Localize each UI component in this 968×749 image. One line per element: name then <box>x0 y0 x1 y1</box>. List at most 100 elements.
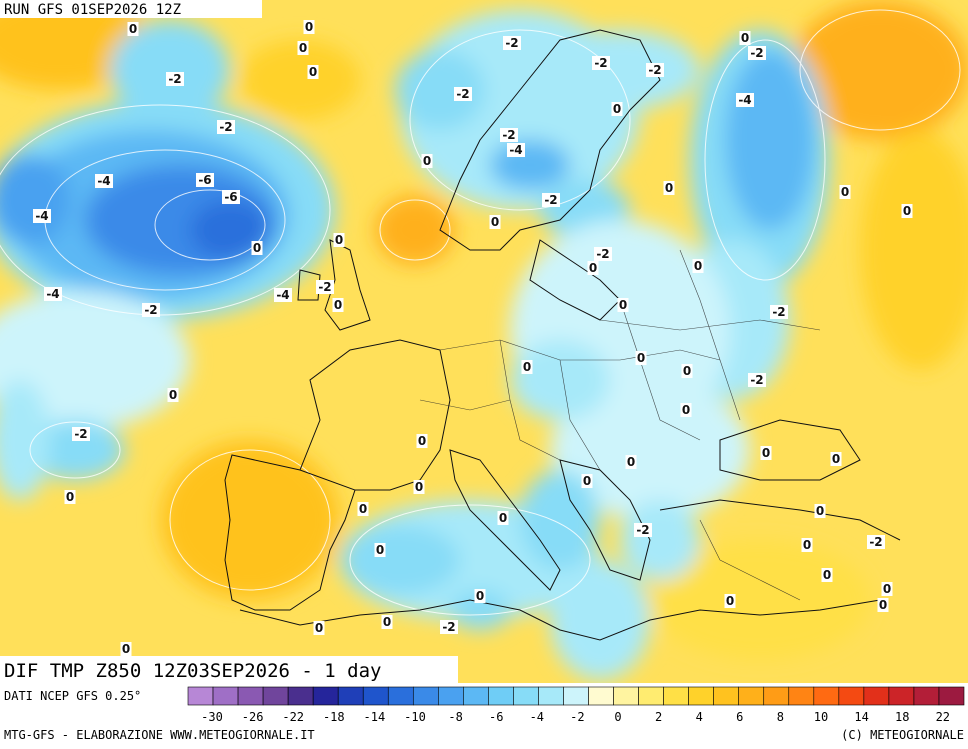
contour-label: 0 <box>814 504 826 518</box>
svg-text:0: 0 <box>499 511 507 525</box>
color-scale-tick: -8 <box>448 710 462 724</box>
color-swatch <box>362 686 389 706</box>
contour-label: -4 <box>33 209 51 223</box>
contour-label: 0 <box>739 31 751 45</box>
map-title-box <box>0 656 458 683</box>
contour-label: -2 <box>503 36 521 50</box>
color-swatch <box>463 686 489 706</box>
temperature-anomaly-map: 0 0 -2 0 0 -2 -2 -2 0 -2 -2 -4 0 -2 -2 -4 -4 -6 -4 -6 0 0 0 0 -4… <box>0 0 968 683</box>
color-scale-tick: -30 <box>201 710 223 724</box>
contour-label: 0 <box>625 455 637 469</box>
svg-text:0: 0 <box>665 181 673 195</box>
svg-text:-2: -2 <box>869 535 882 549</box>
contour-label: 0 <box>127 22 139 36</box>
contour-label: -2 <box>72 427 90 441</box>
color-swatch <box>613 686 639 706</box>
contour-label: -2 <box>646 63 664 77</box>
color-scale-tick: 4 <box>696 710 703 724</box>
anomaly-field <box>0 0 968 680</box>
contour-label: 0 <box>881 582 893 596</box>
svg-text:0: 0 <box>589 261 597 275</box>
svg-text:-2: -2 <box>648 63 661 77</box>
color-scale-tick: 22 <box>936 710 950 724</box>
color-swatch <box>888 686 915 706</box>
credit-right: (C) METEOGIORNALE <box>841 728 964 742</box>
svg-text:0: 0 <box>741 31 749 45</box>
svg-text:-2: -2 <box>318 280 331 294</box>
color-swatch <box>588 686 614 706</box>
svg-text:-2: -2 <box>544 193 557 207</box>
svg-text:-2: -2 <box>144 303 157 317</box>
contour-label: 0 <box>413 480 425 494</box>
color-scale-tick: 2 <box>655 710 662 724</box>
svg-text:-2: -2 <box>594 56 607 70</box>
contour-label: -2 <box>217 120 235 134</box>
svg-text:-2: -2 <box>750 46 763 60</box>
contour-label: -4 <box>44 287 62 301</box>
contour-label: -4 <box>507 143 525 157</box>
contour-label: -2 <box>500 128 518 142</box>
contour-label: -4 <box>736 93 754 107</box>
contour-label: -2 <box>592 56 610 70</box>
color-scale-tick: -22 <box>282 710 304 724</box>
contour-label: 0 <box>692 259 704 273</box>
svg-text:-2: -2 <box>502 128 515 142</box>
color-scale-tick: -18 <box>323 710 345 724</box>
contour-label: 0 <box>421 154 433 168</box>
data-source-label: DATI NCEP GFS 0.25° <box>4 689 141 703</box>
contour-label: 0 <box>333 233 345 247</box>
contour-label: -2 <box>748 46 766 60</box>
color-swatch <box>212 686 239 706</box>
run-header: RUN GFS 01SEP2026 12Z <box>4 2 181 18</box>
contour-label: 0 <box>663 181 675 195</box>
color-scale-tick: -6 <box>489 710 503 724</box>
color-scale-tick: -4 <box>530 710 544 724</box>
svg-text:0: 0 <box>883 582 891 596</box>
contour-label: -2 <box>142 303 160 317</box>
contour-label: 0 <box>724 594 736 608</box>
svg-text:-2: -2 <box>442 620 455 634</box>
contour-label: -2 <box>316 280 334 294</box>
svg-text:0: 0 <box>253 241 261 255</box>
svg-text:0: 0 <box>335 233 343 247</box>
svg-text:-2: -2 <box>750 373 763 387</box>
contour-label: 0 <box>64 490 76 504</box>
svg-text:0: 0 <box>383 615 391 629</box>
contour-label: -4 <box>95 174 113 188</box>
svg-text:0: 0 <box>683 364 691 378</box>
contour-label: 0 <box>381 615 393 629</box>
contour-label: -6 <box>222 190 240 204</box>
svg-text:-2: -2 <box>74 427 87 441</box>
svg-text:0: 0 <box>832 452 840 466</box>
contour-label: 0 <box>521 360 533 374</box>
contour-label: 0 <box>635 351 647 365</box>
svg-text:0: 0 <box>122 642 130 656</box>
contour-label: 0 <box>680 403 692 417</box>
color-swatch <box>838 686 865 706</box>
svg-text:0: 0 <box>415 480 423 494</box>
svg-text:0: 0 <box>309 65 317 79</box>
svg-text:0: 0 <box>823 568 831 582</box>
color-scale-tick: -10 <box>404 710 426 724</box>
color-swatch <box>438 686 464 706</box>
contour-label: 0 <box>830 452 842 466</box>
contour-label: 0 <box>839 185 851 199</box>
svg-text:0: 0 <box>423 154 431 168</box>
svg-text:-4: -4 <box>35 209 48 223</box>
contour-label: 0 <box>307 65 319 79</box>
color-scale-tick: 0 <box>614 710 621 724</box>
svg-text:0: 0 <box>619 298 627 312</box>
contour-label: 0 <box>120 642 132 656</box>
svg-text:0: 0 <box>299 41 307 55</box>
svg-text:0: 0 <box>476 589 484 603</box>
svg-text:0: 0 <box>66 490 74 504</box>
svg-text:-2: -2 <box>636 523 649 537</box>
svg-text:0: 0 <box>491 215 499 229</box>
contour-label: 0 <box>611 102 623 116</box>
color-swatch <box>488 686 514 706</box>
svg-text:-4: -4 <box>509 143 522 157</box>
svg-text:-2: -2 <box>505 36 518 50</box>
contour-label: -6 <box>196 173 214 187</box>
color-swatch <box>938 686 965 706</box>
contour-label: 0 <box>489 215 501 229</box>
